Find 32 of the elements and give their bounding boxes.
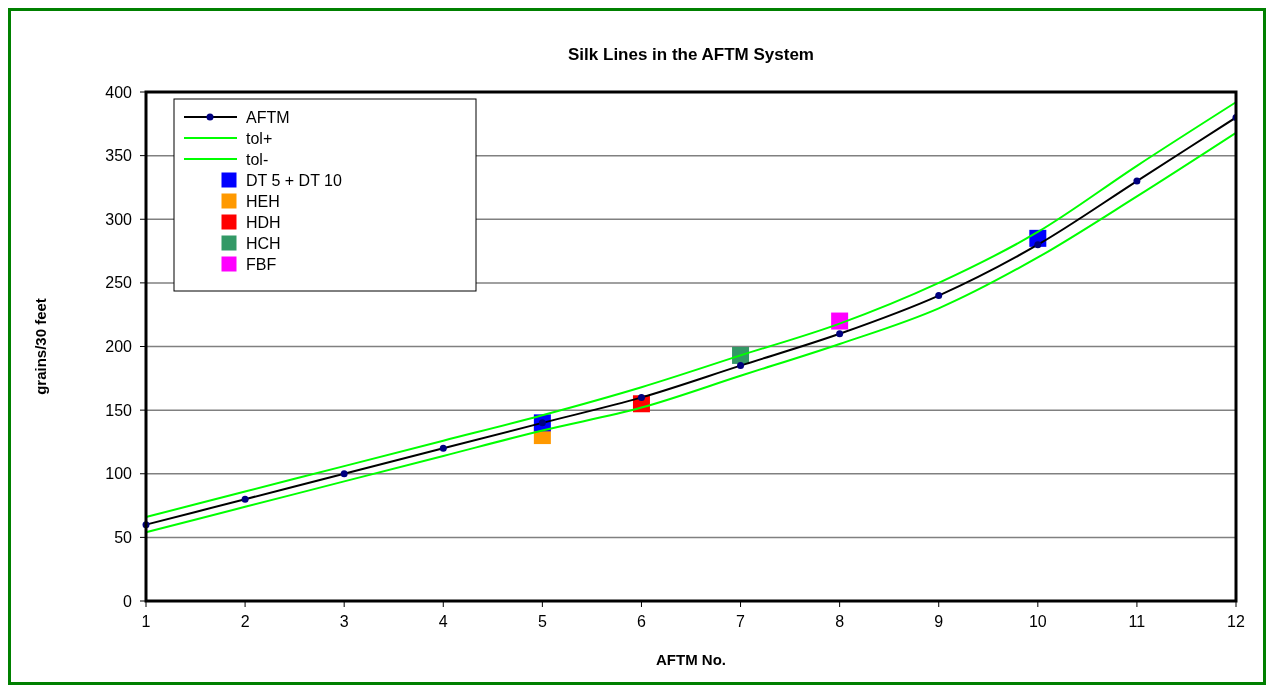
legend-label: HDH bbox=[246, 213, 281, 231]
legend-label: DT 5 + DT 10 bbox=[246, 171, 342, 189]
legend-label: AFTM bbox=[246, 108, 290, 126]
x-tick-label: 3 bbox=[339, 613, 349, 630]
y-tick-label: 250 bbox=[105, 274, 133, 292]
x-tick-label: 2 bbox=[240, 613, 250, 630]
y-tick-label: 200 bbox=[105, 338, 133, 356]
x-tick-label: 8 bbox=[835, 613, 845, 630]
legend-label: HEH bbox=[246, 192, 280, 210]
y-tick-label: 400 bbox=[105, 83, 133, 101]
x-tick-label: 11 bbox=[1128, 613, 1146, 630]
x-tick-label: 1 bbox=[141, 613, 151, 630]
y-tick-label: 0 bbox=[123, 592, 133, 610]
x-tick-label: 7 bbox=[736, 613, 746, 630]
y-tick-label: 350 bbox=[105, 147, 133, 165]
legend-label: FBF bbox=[246, 255, 277, 273]
x-tick-label: 4 bbox=[438, 613, 448, 630]
x-tick-label: 5 bbox=[537, 613, 547, 630]
chart-title: Silk Lines in the AFTM System bbox=[568, 45, 814, 64]
x-tick-label: 10 bbox=[1028, 613, 1047, 630]
legend-label: tol- bbox=[246, 150, 269, 168]
y-tick-label: 150 bbox=[105, 401, 133, 419]
x-tick-label: 9 bbox=[934, 613, 944, 630]
y-tick-label: 50 bbox=[114, 528, 133, 546]
legend-label: tol+ bbox=[246, 129, 273, 147]
legend-label: HCH bbox=[246, 234, 281, 252]
x-tick-label: 12 bbox=[1227, 613, 1245, 630]
x-tick-label: 6 bbox=[637, 613, 646, 630]
y-tick-label: 300 bbox=[105, 210, 133, 228]
y-tick-label: 100 bbox=[105, 465, 133, 483]
x-axis-title: AFTM No. bbox=[656, 651, 726, 668]
y-axis-title: grains/30 feet bbox=[32, 298, 49, 395]
